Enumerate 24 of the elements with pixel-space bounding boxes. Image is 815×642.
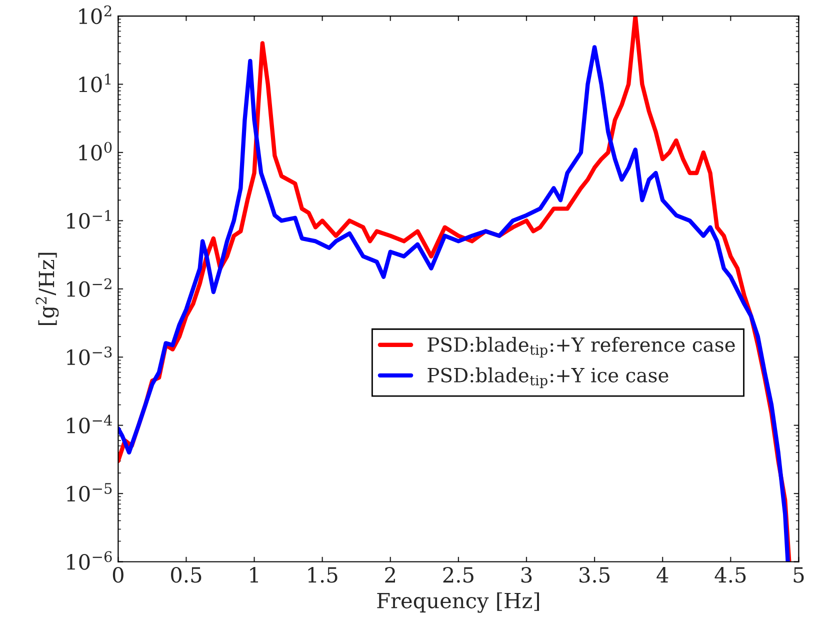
x-tick-label: 1 bbox=[250, 566, 258, 582]
y-axis-title: [g$^{2}$/Hz] bbox=[36, 252, 59, 326]
x-tick-label: 1.5 bbox=[308, 566, 338, 583]
y-tick-label: 10$^{−2}$ bbox=[67, 278, 112, 297]
x-tick-label: 4.5 bbox=[714, 566, 746, 583]
y-tick-label: 10$^{−4}$ bbox=[67, 414, 112, 434]
y-tick-label: 10$^{2}$ bbox=[79, 5, 112, 24]
x-tick-label: 0.5 bbox=[171, 566, 202, 583]
legend-label: PSD:blade$_{tip}$:+Y ice case bbox=[428, 367, 668, 388]
y-tick-label: 10$^{−5}$ bbox=[67, 483, 112, 502]
x-tick-label: 0 bbox=[112, 566, 124, 583]
y-tick-label: 10$^{−3}$ bbox=[67, 346, 112, 366]
y-tick-label: 10$^{0}$ bbox=[79, 142, 112, 161]
y-tick-label: 10$^{1}$ bbox=[79, 74, 111, 92]
x-tick-label: 3.5 bbox=[580, 566, 610, 583]
legend-label: PSD:blade$_{tip}$:+Y reference case bbox=[428, 336, 735, 358]
x-tick-label: 3 bbox=[521, 566, 532, 583]
x-tick-label: 2.5 bbox=[443, 566, 474, 583]
y-tick-label: 10$^{−6}$ bbox=[67, 551, 112, 570]
x-tick-label: 4 bbox=[656, 566, 668, 582]
x-axis-title: Frequency [Hz] bbox=[377, 592, 539, 613]
x-tick-label: 2 bbox=[385, 566, 395, 582]
x-tick-label: 5 bbox=[794, 567, 804, 583]
y-tick-label: 10$^{−1}$ bbox=[67, 210, 111, 229]
